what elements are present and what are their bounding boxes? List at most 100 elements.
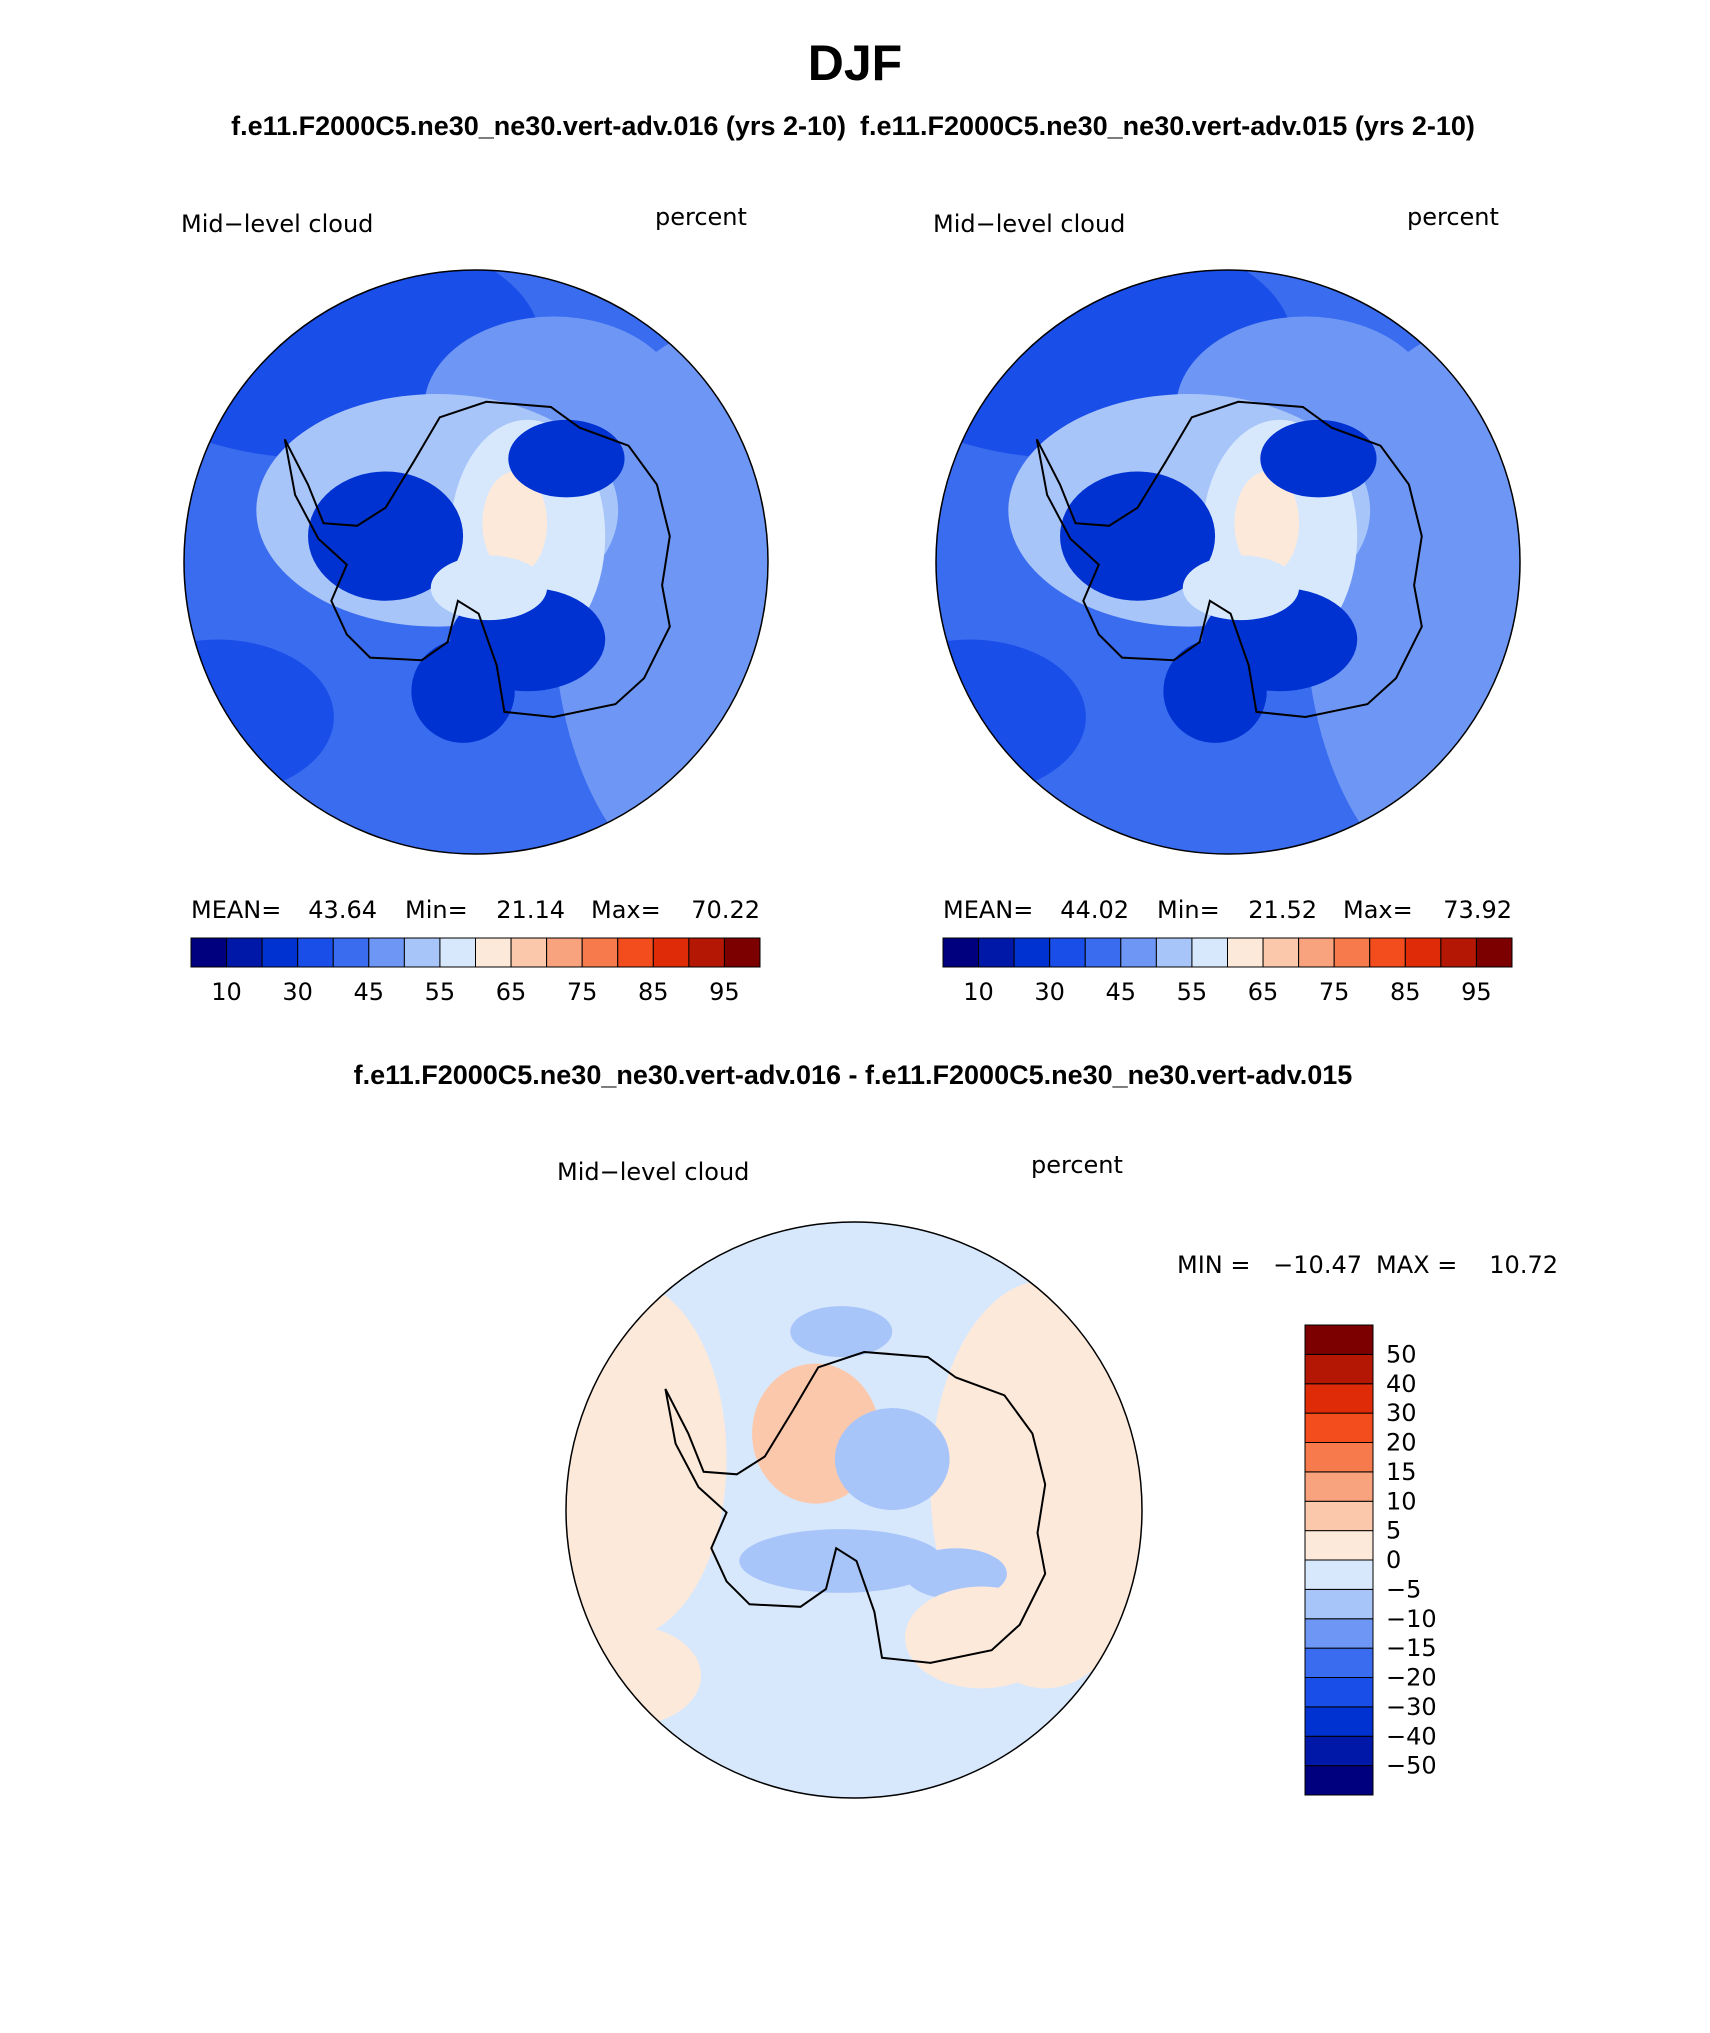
colorbar-box [1049, 937, 1086, 968]
contour-region [834, 1408, 950, 1510]
stat-value: −10.47 [1273, 1251, 1362, 1279]
colorbar-box [1013, 937, 1051, 968]
colorbar-label: 15 [1386, 1458, 1417, 1486]
panel-left-label: Mid−level cloud [181, 210, 373, 238]
colorbar-box [475, 937, 512, 968]
colorbar-box [1304, 1677, 1374, 1708]
map-border [183, 269, 769, 855]
colorbar-label: −5 [1386, 1575, 1421, 1603]
colorbar-label: 45 [354, 978, 385, 1006]
map-border [935, 269, 1521, 855]
colorbar-box [1304, 1735, 1374, 1767]
colorbar-box [1304, 1353, 1374, 1385]
colorbar-label: 5 [1386, 1517, 1401, 1545]
colorbar-box [652, 937, 690, 968]
colorbar-box [1304, 1442, 1374, 1473]
stat-label: MIN = [1177, 1251, 1250, 1279]
colorbar-label: 10 [963, 978, 994, 1006]
colorbar-label: −40 [1386, 1722, 1437, 1750]
colorbar-box [1304, 1500, 1374, 1532]
contour-region [1260, 419, 1377, 498]
colorbar-box [1304, 1765, 1374, 1796]
contour-region [1234, 471, 1300, 575]
coastline [283, 400, 671, 719]
figure-title: DJF [808, 35, 902, 91]
colorbar-box [1369, 937, 1406, 968]
colorbar-label: 10 [1386, 1487, 1417, 1515]
colorbar-box [1475, 937, 1513, 968]
colorbar-box [261, 937, 299, 968]
colorbar-label: 30 [282, 978, 313, 1006]
stat-label: Min= [405, 896, 468, 924]
panel-left-label: Mid−level cloud [557, 1158, 749, 1186]
colorbar-box [1191, 937, 1228, 968]
stat-label: Max= [1343, 896, 1413, 924]
colorbar-label: −15 [1386, 1634, 1437, 1662]
colorbar-label: −20 [1386, 1664, 1437, 1692]
colorbar-box [332, 937, 370, 968]
map [936, 270, 1520, 854]
colorbar-label: 85 [638, 978, 669, 1006]
map [184, 270, 768, 854]
colorbar-label: 20 [1386, 1429, 1417, 1457]
colorbar-label: −10 [1386, 1605, 1437, 1633]
colorbar-box [1304, 1618, 1374, 1649]
colorbar-box [1440, 937, 1477, 968]
colorbar-box [1155, 937, 1193, 968]
colorbar-label: −30 [1386, 1693, 1437, 1721]
colorbar-box [581, 937, 619, 968]
colorbar-label: 75 [567, 978, 598, 1006]
contour-region [308, 471, 464, 601]
colorbar-box [1304, 1706, 1374, 1737]
contour-region [482, 471, 548, 575]
panel-left-label: Mid−level cloud [933, 210, 1125, 238]
colorbar-box [1262, 937, 1300, 968]
contour-region [430, 555, 548, 621]
colorbar-label: 65 [496, 978, 527, 1006]
colorbar-box [297, 937, 334, 968]
colorbar-label: 95 [1461, 978, 1492, 1006]
contour-region [1163, 639, 1267, 743]
panel-case: f.e11.F2000C5.ne30_ne30.vert-adv.015 (yr… [860, 111, 1475, 141]
colorbar-box [190, 937, 228, 968]
colorbar-box [1404, 937, 1442, 968]
contour-region [1182, 555, 1300, 621]
stat-label: MEAN= [191, 896, 281, 924]
coastline [1035, 400, 1423, 719]
colorbar-box [723, 937, 761, 968]
colorbar-box [1304, 1471, 1374, 1502]
colorbar-label: 30 [1386, 1399, 1417, 1427]
difference-title: f.e11.F2000C5.ne30_ne30.vert-adv.016 - f… [354, 1060, 1353, 1090]
contour-region [184, 639, 334, 795]
map-border [565, 1221, 1143, 1799]
colorbar-box [942, 937, 980, 968]
contour-region [411, 639, 515, 743]
colorbar-box [1304, 1559, 1374, 1590]
colorbar-box [1298, 937, 1335, 968]
stat-value: 21.14 [496, 896, 565, 924]
colorbar-box [1084, 937, 1122, 968]
colorbar-box [1304, 1530, 1374, 1561]
colorbar-label: 55 [425, 978, 456, 1006]
colorbar-box [226, 937, 263, 968]
panel-right-label: percent [655, 203, 747, 231]
colorbar-box [617, 937, 654, 968]
colorbar-label: 55 [1177, 978, 1208, 1006]
panel-right-label: percent [1031, 1151, 1123, 1179]
colorbar-label: 45 [1106, 978, 1137, 1006]
contour-region [936, 639, 1086, 795]
colorbar-box [1304, 1383, 1374, 1414]
colorbar-label: 30 [1034, 978, 1065, 1006]
stat-value: 70.22 [691, 896, 760, 924]
colorbar-box [439, 937, 476, 968]
colorbar-label: −50 [1386, 1752, 1437, 1780]
colorbar-label: 50 [1386, 1340, 1417, 1368]
map [566, 1222, 1142, 1798]
colorbar-box [688, 937, 725, 968]
stat-label: Min= [1157, 896, 1220, 924]
contour-region [566, 1624, 702, 1727]
colorbar-label: 0 [1386, 1546, 1401, 1574]
colorbar-box [1304, 1412, 1374, 1443]
colorbar-box [1304, 1588, 1374, 1620]
